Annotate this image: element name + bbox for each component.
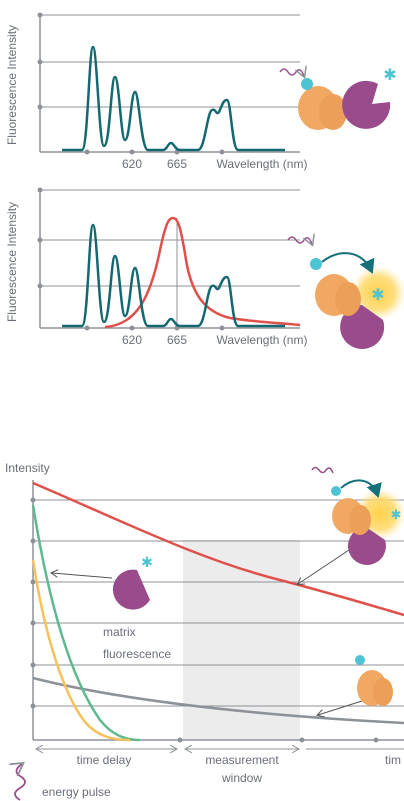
pointer-arrow	[298, 545, 356, 584]
donor	[335, 282, 361, 316]
star-icon: ✱	[383, 67, 396, 84]
pulse-label: energy pulse	[42, 785, 111, 799]
excitation-squiggle	[279, 69, 304, 76]
tick	[299, 737, 305, 743]
tick	[30, 497, 36, 503]
time-label: tim	[385, 753, 401, 767]
tick	[30, 538, 36, 544]
x-tick-label: 665	[167, 157, 187, 171]
spectrum-panel-1: Fluorescence Intensity 620 665 Wavelengt…	[5, 12, 397, 171]
acceptor	[112, 569, 150, 610]
acceptor	[342, 80, 391, 129]
x-tick-label: 620	[122, 333, 142, 347]
tick	[129, 325, 135, 331]
y-axis-label: Fluorescence Intensity	[5, 25, 19, 145]
decay-panel: Intensity matrix fluorescence ✱ ✱	[5, 461, 404, 801]
donor	[319, 94, 347, 130]
tick	[373, 737, 379, 743]
matrix-label: fluorescence	[103, 647, 171, 661]
tick	[30, 703, 36, 709]
window-label: measurement	[205, 753, 279, 767]
label-dot	[355, 655, 365, 665]
tick	[84, 149, 90, 155]
x-tick-label: 620	[122, 157, 142, 171]
x-axis-title: Wavelength (nm)	[217, 333, 308, 347]
pointer-arrow	[52, 573, 113, 579]
star-icon: ✱	[141, 554, 153, 570]
star-icon: ✱	[371, 287, 384, 304]
donor-spectrum	[62, 223, 285, 328]
energy-transfer-arrow	[340, 479, 382, 498]
acceptor-spectrum	[104, 216, 301, 329]
excitation-squiggle	[311, 466, 334, 474]
pointer-arrow	[318, 699, 366, 715]
tick	[37, 104, 43, 110]
y-axis-label: Fluorescence Intensity	[5, 202, 19, 322]
donor	[373, 678, 393, 706]
acceptor	[340, 305, 385, 349]
star-icon: ✱	[391, 507, 402, 522]
tick	[37, 283, 43, 289]
donor-decay	[32, 676, 404, 725]
tick	[37, 12, 43, 18]
tick	[84, 325, 90, 331]
tick	[219, 149, 225, 155]
short-lived-decay	[31, 504, 141, 742]
spectrum-panel-2: Fluorescence Intensity 620 665 Wavelengt…	[5, 187, 404, 349]
tick	[37, 187, 43, 193]
tr-fret-decay	[32, 481, 404, 617]
donor	[349, 505, 371, 535]
tick	[129, 149, 135, 155]
window-label: window	[221, 771, 262, 785]
tick	[30, 662, 36, 668]
matrix-label: matrix	[103, 625, 136, 639]
label-dot	[301, 78, 313, 90]
matrix-decay	[31, 559, 131, 742]
excitation-squiggle	[287, 237, 312, 244]
acceptor	[347, 527, 386, 565]
label-dot	[331, 486, 341, 496]
donor-spectrum	[62, 45, 285, 152]
tick	[37, 59, 43, 65]
x-axis-title: Wavelength (nm)	[217, 157, 308, 171]
tick	[177, 737, 183, 743]
tick	[37, 237, 43, 243]
tick	[30, 620, 36, 626]
label-dot	[310, 258, 322, 270]
energy-transfer-arrow	[321, 252, 375, 274]
tick	[30, 579, 36, 585]
delay-label: time delay	[77, 753, 132, 767]
tick	[219, 325, 225, 331]
pulse-squiggle	[15, 764, 26, 801]
y-axis-label: Intensity	[5, 461, 50, 475]
x-tick-label: 665	[167, 333, 187, 347]
